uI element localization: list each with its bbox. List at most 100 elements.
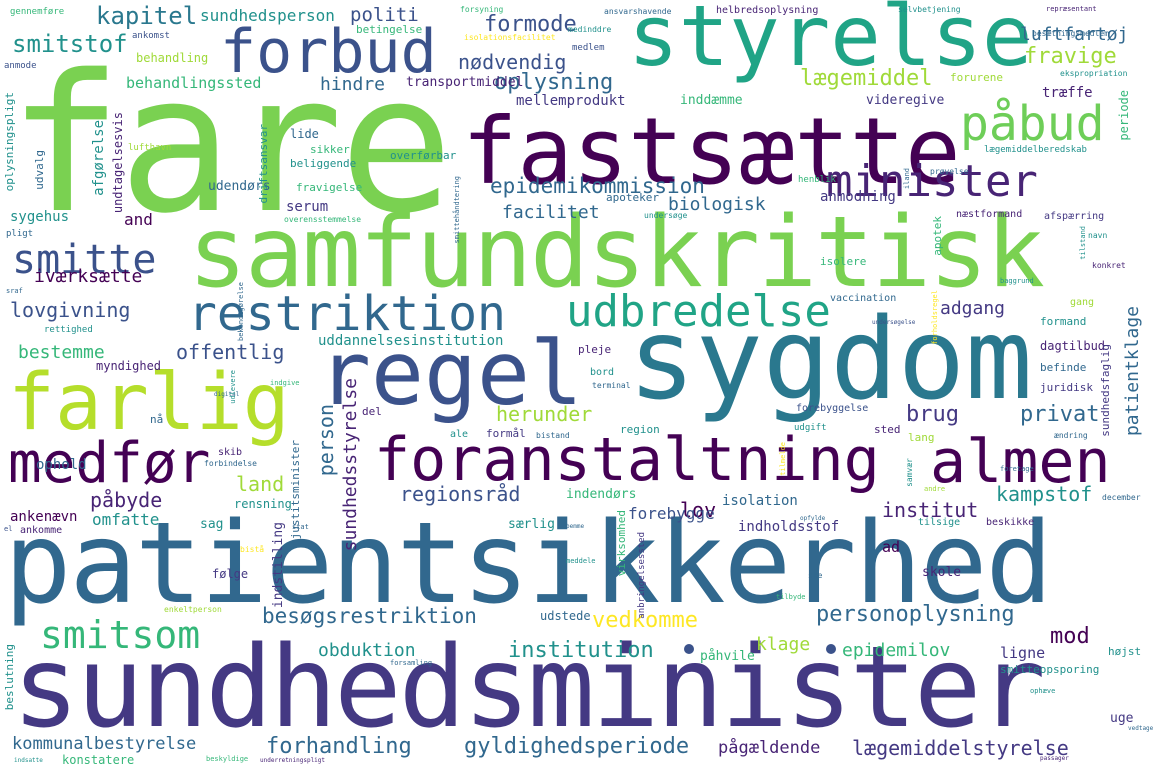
word-formand: formand xyxy=(1040,315,1087,328)
word-privat: privat xyxy=(1020,402,1100,427)
word-formode: formode xyxy=(484,12,577,37)
word-udlevere: udlevere xyxy=(229,370,237,404)
word-biologisk: biologisk xyxy=(668,194,766,215)
word-sted: sted xyxy=(874,423,901,436)
word-helbredsoplysning: helbredsoplysning xyxy=(716,5,819,16)
word-mod: mod xyxy=(1050,624,1090,649)
word-ale: ale xyxy=(450,429,469,440)
word-justitsminister: justitsminister xyxy=(289,440,302,540)
word-lide: lide xyxy=(290,127,319,141)
word-politi: politi xyxy=(350,4,419,26)
word-del: del xyxy=(362,405,382,418)
word-sundhedsstyrelse: sundhedsstyrelse xyxy=(340,378,361,552)
word-medfor: medfør xyxy=(8,431,211,496)
word-medinddre: medinddre xyxy=(568,25,612,34)
word-tilmelde: tilmelde xyxy=(779,442,787,476)
word-lovgivning: lovgivning xyxy=(10,298,131,322)
word-foranstaltning: foranstaltning xyxy=(374,425,880,495)
word-kapitel: kapitel xyxy=(96,2,198,30)
word-saerlig: særlig xyxy=(508,517,555,532)
word-styrelse: styrelse xyxy=(628,0,1033,85)
word-bista: bistå xyxy=(240,545,265,554)
word-videregive: videregive xyxy=(866,93,945,108)
word-forsyning: forsyning xyxy=(460,5,504,14)
word-forholdsregel: forholdsregel xyxy=(931,290,939,345)
word-udgift: udgift xyxy=(794,423,827,433)
word-overensstemmelse: overensstemmelse xyxy=(284,215,362,224)
word-indgive: indgive xyxy=(270,379,300,387)
word-behandling: behandling xyxy=(136,51,209,65)
word-and: and xyxy=(124,210,153,229)
word-smitte: smitte xyxy=(12,237,157,283)
word-smitstof: smitstof xyxy=(12,30,128,58)
word-sundhedsminister: sundhedsminister xyxy=(12,623,1046,753)
word-befinde: befinde xyxy=(1040,361,1087,374)
word-lufthavn: lufthavn xyxy=(128,143,172,153)
word-institution: institution xyxy=(508,638,654,663)
word-navn: navn xyxy=(1088,231,1108,240)
word-isolation: isolation xyxy=(722,493,798,509)
word-betingelse: betingelse xyxy=(356,23,423,36)
word-skib: skib xyxy=(218,447,243,458)
word-beslutning: beslutning xyxy=(3,644,16,711)
word-forebyggelse: forebyggelse xyxy=(796,403,869,414)
word-gennemfore: gennemføre xyxy=(10,7,65,17)
word-gyldighedsperiode: gyldighedsperiode xyxy=(464,734,690,759)
word-indholdsstof: indholdsstof xyxy=(738,519,840,535)
word-almen: almen xyxy=(930,427,1111,497)
word-regionsraad: regionsråd xyxy=(400,482,521,506)
word-driftsansvar: driftsansvar xyxy=(257,124,270,204)
word-gang: gang xyxy=(1070,297,1095,308)
word-andring: ændring xyxy=(1054,431,1088,440)
dot-mark xyxy=(684,644,694,654)
word-minister: minister xyxy=(826,156,1038,207)
word-oplysning: oplysning xyxy=(494,70,614,95)
word-paagaeldende: pågældende xyxy=(718,738,821,758)
word-bistand: bistand xyxy=(536,431,570,440)
word-virksomhed: virksomhed xyxy=(615,510,628,577)
word-patientklage: patientklage xyxy=(1122,306,1143,437)
word-ankomme: ankomme xyxy=(20,525,63,536)
word-ivaerksaette: iværksætte xyxy=(34,266,143,287)
word-forebygge: forebygge xyxy=(628,504,715,523)
word-formaal: formål xyxy=(486,427,526,440)
word-konstatere: konstatere xyxy=(62,753,135,767)
word-behandlingssted: behandlingssted xyxy=(126,74,262,92)
word-iland: iland xyxy=(903,168,911,190)
word-indendors: indendørs xyxy=(566,487,637,502)
word-tilbyde: tilbyde xyxy=(776,593,806,601)
word-pabud: påbud xyxy=(960,96,1105,152)
word-juridisk: juridisk xyxy=(1040,381,1093,394)
word-ligne: ligne xyxy=(1000,644,1046,662)
word-ad: ad xyxy=(882,538,901,556)
word-ophold: ophold xyxy=(36,457,87,473)
word-rettighed: rettighed xyxy=(44,325,93,335)
word-fare: fare xyxy=(8,34,454,255)
word-selvbetjening: selvbetjening xyxy=(898,5,961,14)
word-konkret: konkret xyxy=(1092,261,1126,270)
word-sundhedsperson: sundhedsperson xyxy=(200,6,335,25)
word-apoteker: apoteker xyxy=(606,191,659,204)
word-person: person xyxy=(314,404,338,477)
word-digital: digital xyxy=(214,391,240,398)
word-anmode: anmode xyxy=(4,61,37,71)
word-forbud: forbud xyxy=(220,17,437,87)
word-lang: lang xyxy=(908,431,935,444)
word-apotek: apotek xyxy=(931,216,944,256)
word-medlem: medlem xyxy=(572,43,605,53)
word-bekendtgorelse: bekendtgørelse xyxy=(237,282,245,342)
word-samvaer: samvær xyxy=(905,458,914,487)
word-isolere: isolere xyxy=(820,255,867,268)
word-epidemilov: epidemilov xyxy=(842,640,951,661)
word-laegemiddelberedskab: lægemiddelberedskab xyxy=(984,145,1087,155)
word-provelse: prøvelse xyxy=(930,167,969,176)
word-udendors: udendørs xyxy=(208,179,271,194)
word-transportmiddel: transportmiddel xyxy=(406,75,524,90)
word-baggrund: baggrund xyxy=(1000,277,1034,285)
word-na: nå xyxy=(150,413,164,426)
word-bestemme: bestemme xyxy=(18,342,105,363)
word-fravige: fravige xyxy=(1024,44,1117,69)
word-stat: stat xyxy=(292,523,309,531)
word-epidemikommission: epidemikommission xyxy=(490,174,705,198)
